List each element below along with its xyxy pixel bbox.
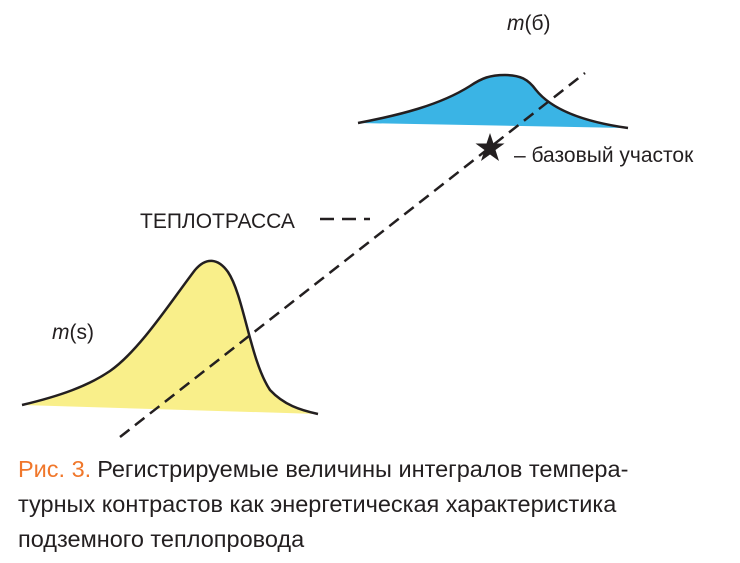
caption-line: турных контрастов как энергетическая хар… bbox=[18, 491, 617, 517]
pipeline-line bbox=[119, 72, 586, 438]
top-curve bbox=[357, 73, 629, 130]
top-curve-label: m(б) bbox=[507, 12, 551, 35]
arg: (б) bbox=[525, 12, 551, 35]
base-label: – базовый участок bbox=[514, 144, 694, 167]
top-curve-fill bbox=[358, 75, 628, 128]
caption-label: Рис. 3. bbox=[18, 456, 91, 482]
arg: (s) bbox=[70, 321, 95, 344]
caption-text: Регистрируемые величины интегралов темпе… bbox=[97, 456, 628, 482]
bottom-curve bbox=[21, 259, 319, 416]
caption-line: Рис. 3. Регистрируемые величины интеграло… bbox=[18, 456, 628, 482]
caption-line: подземного теплопровода bbox=[18, 526, 305, 552]
bottom-curve-label: m(s) bbox=[52, 321, 94, 344]
bottom-curve-fill bbox=[22, 260, 318, 414]
symbol: m bbox=[52, 321, 70, 344]
pipeline-label: ТЕПЛОТРАССА bbox=[140, 210, 295, 233]
symbol: m bbox=[507, 12, 525, 35]
base-star bbox=[475, 133, 505, 161]
